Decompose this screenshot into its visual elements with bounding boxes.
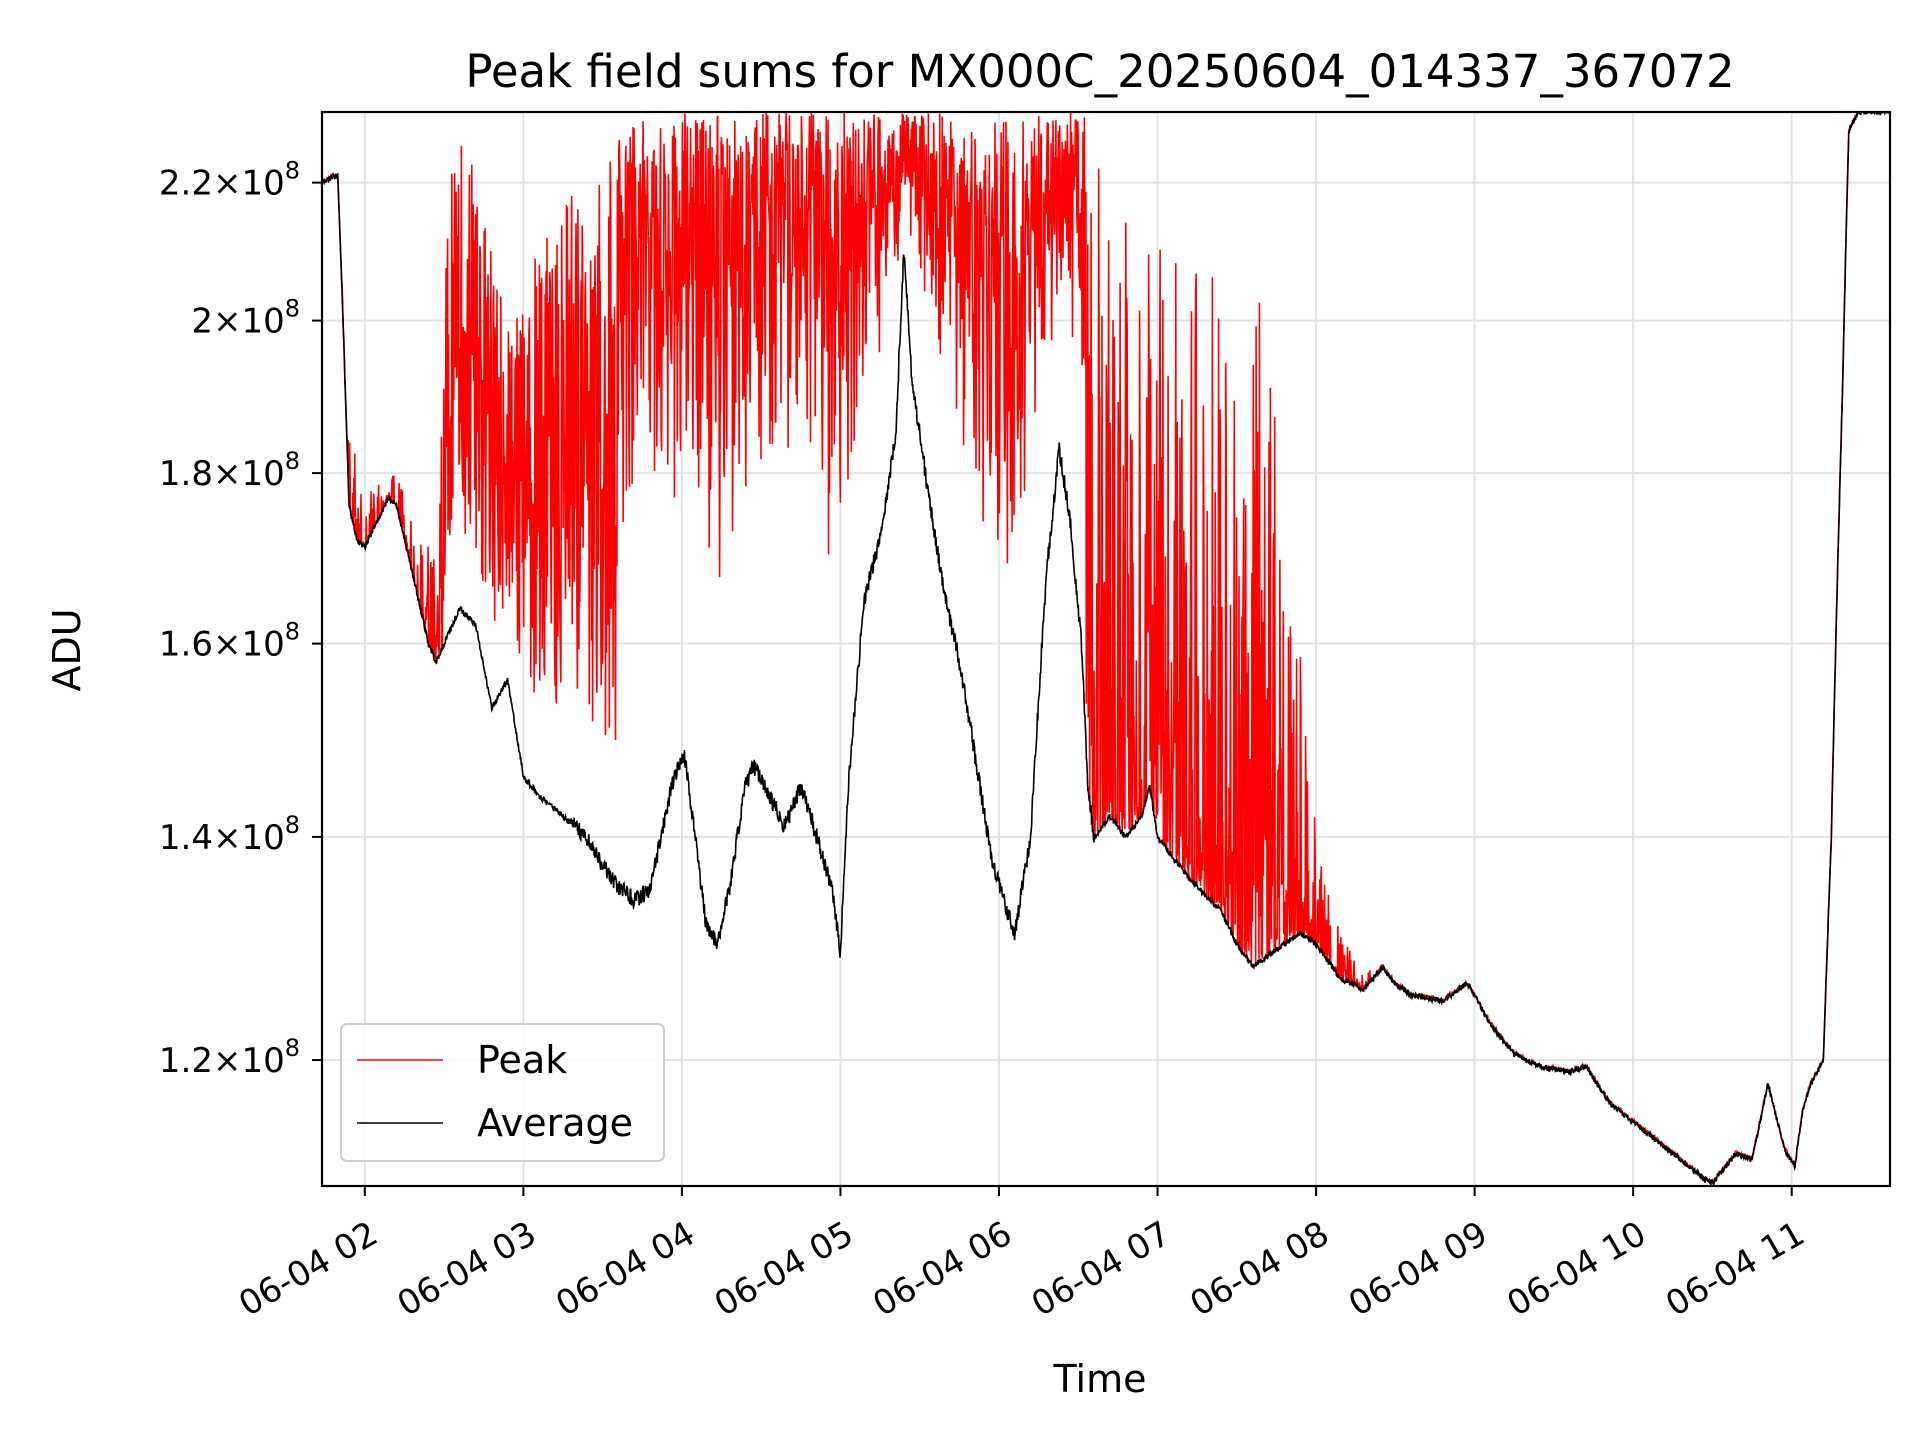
- chart-title: Peak field sums for MX000C_20250604_0143…: [465, 45, 1734, 98]
- y-tick-exponent: 8: [285, 618, 300, 646]
- legend: Peak Average: [340, 1023, 665, 1162]
- y-tick-label: 1.6×108: [159, 618, 300, 665]
- y-tick-mantissa: 1.2: [159, 1041, 213, 1081]
- y-tick-mantissa: 2: [191, 302, 213, 342]
- y-tick-times: ×10: [213, 1041, 285, 1081]
- plot-frame: [320, 110, 1892, 1188]
- series-layer: [322, 112, 1890, 1186]
- y-tick-label: 2.2×108: [159, 157, 300, 204]
- x-axis-label: Time: [1053, 1357, 1147, 1401]
- y-tick-exponent: 8: [285, 157, 300, 185]
- y-tick-exponent: 8: [285, 447, 300, 475]
- y-tick-label: 2×108: [191, 295, 300, 342]
- legend-box: [340, 1023, 665, 1162]
- y-tick-mantissa: 1.6: [159, 625, 213, 665]
- y-tick-exponent: 8: [285, 295, 300, 323]
- y-tick-label: 1.4×108: [159, 811, 300, 858]
- y-tick-times: ×10: [213, 818, 285, 858]
- y-tick-times: ×10: [213, 302, 285, 342]
- y-tick-times: ×10: [213, 454, 285, 494]
- legend-label-peak: Peak: [477, 1038, 567, 1082]
- y-tick-label: 1.2×108: [159, 1034, 300, 1081]
- y-tick-times: ×10: [213, 625, 285, 665]
- y-axis-label: ADU: [45, 608, 89, 691]
- y-tick-exponent: 8: [285, 1034, 300, 1062]
- y-tick-label: 1.8×108: [159, 447, 300, 494]
- y-tick-times: ×10: [213, 164, 285, 204]
- y-tick-mantissa: 1.4: [159, 818, 213, 858]
- series-line-average: [322, 112, 1890, 1186]
- y-tick-mantissa: 1.8: [159, 454, 213, 494]
- y-tick-mantissa: 2.2: [159, 164, 213, 204]
- y-tick-exponent: 8: [285, 811, 300, 839]
- legend-label-average: Average: [477, 1101, 633, 1145]
